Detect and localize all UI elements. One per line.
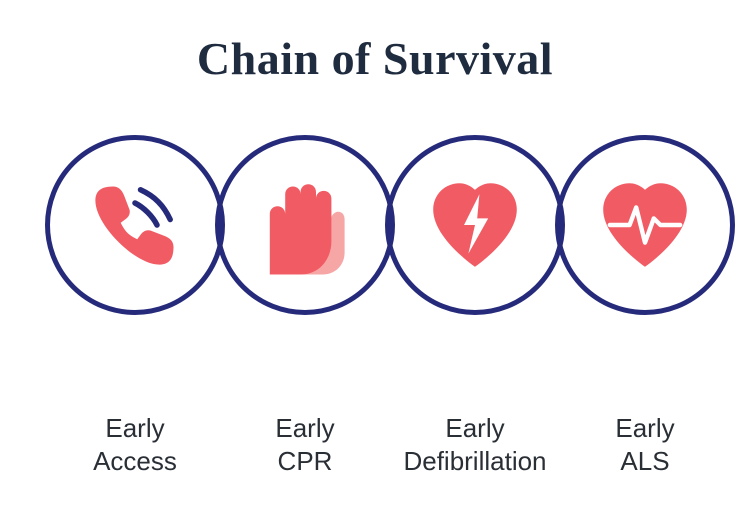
labels-row: Early Access Early CPR Early Defibrillat…: [0, 412, 750, 492]
label-als: Early ALS: [555, 412, 735, 477]
label-cpr: Early CPR: [215, 412, 395, 477]
chain-row: [0, 135, 750, 325]
label-defib: Early Defibrillation: [385, 412, 565, 477]
ring-als: [555, 135, 735, 315]
page-title: Chain of Survival: [0, 32, 750, 85]
heart-bolt-icon: [420, 170, 530, 280]
ring-cpr: [215, 135, 395, 315]
ring-access: [45, 135, 225, 315]
ring-defib: [385, 135, 565, 315]
phone-icon: [80, 170, 190, 280]
heart-ecg-icon: [590, 170, 700, 280]
label-access: Early Access: [45, 412, 225, 477]
cpr-hand-icon: [250, 170, 360, 280]
